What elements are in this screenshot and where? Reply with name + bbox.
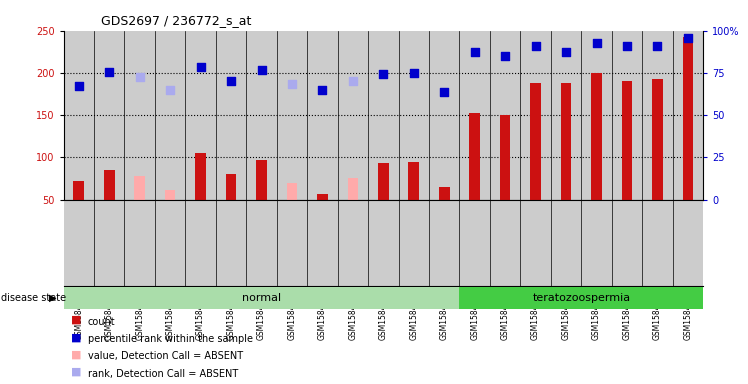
Point bbox=[590, 40, 602, 46]
Bar bbox=[195, 153, 206, 200]
Point bbox=[194, 64, 206, 70]
Bar bbox=[683, 38, 693, 200]
Text: ■: ■ bbox=[71, 332, 82, 342]
Bar bbox=[348, 178, 358, 200]
Bar bbox=[64, 287, 459, 309]
Text: count: count bbox=[88, 317, 115, 327]
Point bbox=[438, 88, 450, 94]
Point bbox=[499, 53, 511, 59]
Point bbox=[347, 78, 359, 84]
Point bbox=[316, 87, 328, 93]
Bar bbox=[530, 83, 541, 200]
Point bbox=[73, 83, 85, 89]
Bar bbox=[286, 183, 297, 200]
Bar bbox=[135, 176, 145, 200]
Point bbox=[530, 43, 542, 49]
Point bbox=[469, 49, 481, 55]
Point bbox=[225, 78, 237, 84]
Bar bbox=[317, 194, 328, 200]
Point bbox=[377, 71, 389, 77]
Point bbox=[621, 43, 633, 49]
Text: GDS2697 / 236772_s_at: GDS2697 / 236772_s_at bbox=[101, 14, 251, 27]
Text: disease state: disease state bbox=[1, 293, 66, 303]
Text: ■: ■ bbox=[71, 315, 82, 325]
Bar bbox=[378, 163, 389, 200]
Bar bbox=[470, 113, 480, 200]
Bar bbox=[226, 174, 236, 200]
Text: value, Detection Call = ABSENT: value, Detection Call = ABSENT bbox=[88, 351, 242, 361]
Bar bbox=[459, 287, 703, 309]
Point bbox=[560, 49, 572, 55]
Point bbox=[256, 66, 268, 73]
Point bbox=[286, 81, 298, 87]
Point bbox=[134, 74, 146, 80]
Text: rank, Detection Call = ABSENT: rank, Detection Call = ABSENT bbox=[88, 369, 238, 379]
Text: teratozoospermia: teratozoospermia bbox=[533, 293, 631, 303]
Bar bbox=[104, 170, 114, 200]
Text: ■: ■ bbox=[71, 349, 82, 359]
Point bbox=[164, 87, 177, 93]
Point bbox=[652, 43, 663, 49]
Text: normal: normal bbox=[242, 293, 281, 303]
Bar bbox=[408, 162, 419, 200]
Bar bbox=[561, 83, 571, 200]
Bar bbox=[165, 190, 176, 200]
Bar bbox=[591, 73, 602, 200]
Bar bbox=[652, 79, 663, 200]
Bar bbox=[73, 181, 84, 200]
Bar bbox=[257, 160, 267, 200]
Point bbox=[103, 69, 115, 75]
Point bbox=[682, 35, 694, 41]
Bar bbox=[622, 81, 632, 200]
Bar bbox=[439, 187, 450, 200]
Point bbox=[408, 70, 420, 76]
Text: ■: ■ bbox=[71, 367, 82, 377]
Text: ▶: ▶ bbox=[49, 293, 56, 303]
Text: percentile rank within the sample: percentile rank within the sample bbox=[88, 334, 253, 344]
Bar bbox=[500, 115, 510, 200]
